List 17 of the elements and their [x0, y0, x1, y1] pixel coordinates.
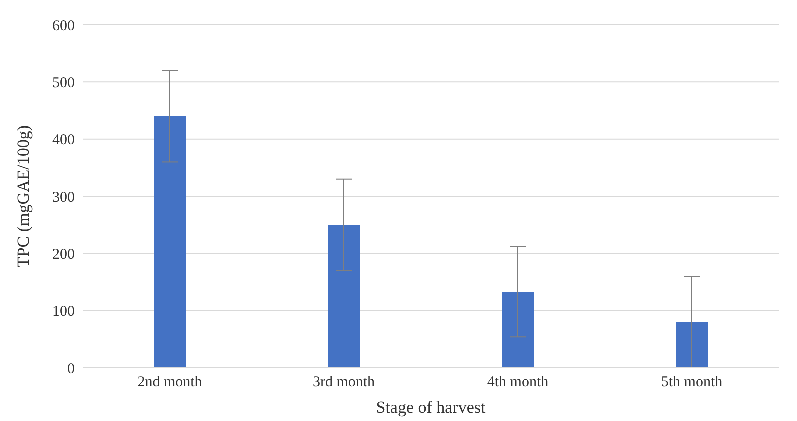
x-tick-label: 3rd month [312, 374, 376, 391]
y-tick-label: 400 [52, 132, 75, 149]
x-axis-title: Stage of harvest [376, 398, 486, 417]
y-tick-label: 500 [52, 75, 75, 92]
y-tick-label: 100 [52, 304, 75, 320]
x-tick-label: 4th month [487, 374, 550, 391]
bar [328, 225, 360, 368]
y-axis-title: TPC (mgGAE/100g) [14, 125, 34, 268]
x-tick-label: 2nd month [138, 374, 203, 391]
y-tick-label: 0 [68, 361, 75, 378]
y-tick-label: 600 [52, 18, 75, 34]
y-tick-label: 300 [52, 190, 75, 206]
bar [502, 292, 534, 368]
y-tick-label: 200 [52, 246, 75, 263]
bar [676, 322, 708, 368]
x-tick-label: 5th month [661, 374, 724, 391]
bar [154, 116, 186, 368]
